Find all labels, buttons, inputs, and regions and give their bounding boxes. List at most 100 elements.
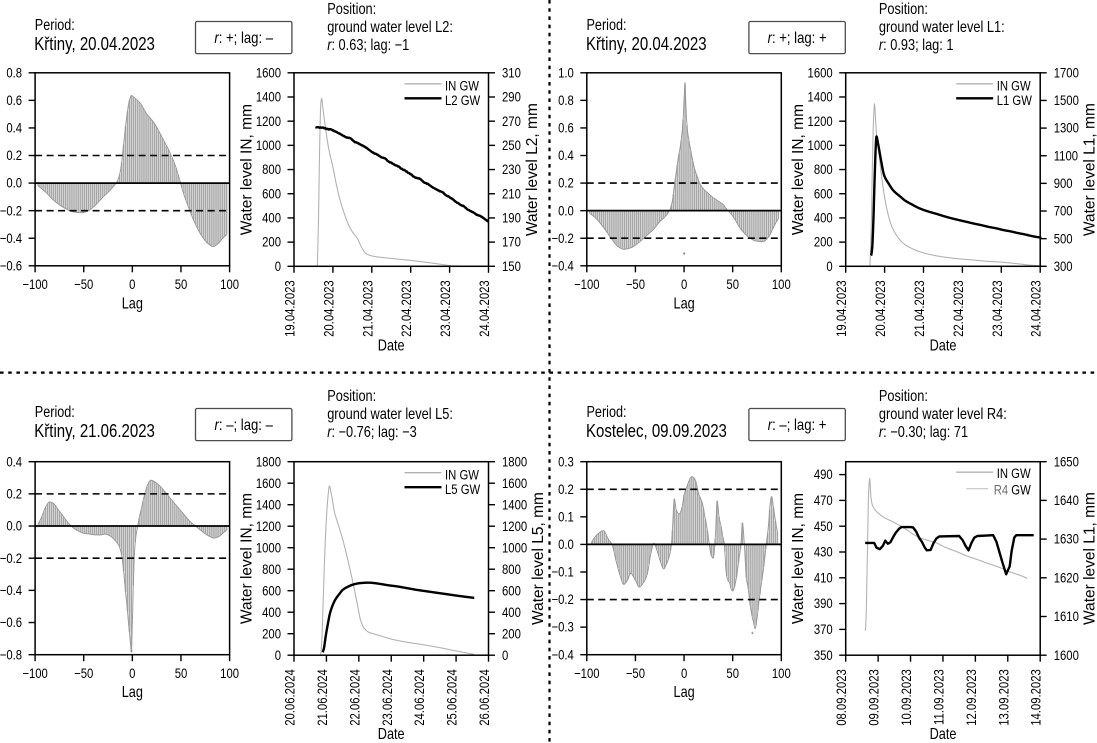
svg-text:1610: 1610 xyxy=(1054,609,1079,624)
svg-text:Period:: Period: xyxy=(587,16,627,33)
svg-text:22.04.2023: 22.04.2023 xyxy=(951,280,966,337)
svg-text:19.04.2023: 19.04.2023 xyxy=(282,280,297,337)
svg-text:390: 390 xyxy=(814,596,833,611)
svg-text:0.2: 0.2 xyxy=(6,486,22,501)
svg-text:190: 190 xyxy=(502,210,521,225)
svg-text:0: 0 xyxy=(129,277,135,292)
svg-text:r: −0.30; lag: 71: r: −0.30; lag: 71 xyxy=(879,424,968,441)
svg-text:Lag: Lag xyxy=(122,684,143,701)
svg-text:−0.8: −0.8 xyxy=(0,647,22,662)
svg-text:1600: 1600 xyxy=(502,476,527,491)
svg-text:−0.1: −0.1 xyxy=(551,565,573,580)
svg-text:290: 290 xyxy=(502,90,521,105)
svg-text:0.2: 0.2 xyxy=(6,148,22,163)
svg-text:1000: 1000 xyxy=(256,540,281,555)
svg-text:−100: −100 xyxy=(574,277,599,292)
svg-text:1000: 1000 xyxy=(256,138,281,153)
svg-text:170: 170 xyxy=(502,235,521,250)
svg-text:−0.2: −0.2 xyxy=(551,592,573,607)
svg-text:23.06.2024: 23.06.2024 xyxy=(380,669,395,726)
svg-text:0: 0 xyxy=(681,666,687,681)
svg-text:Water level IN, mm: Water level IN, mm xyxy=(239,493,256,624)
svg-text:210: 210 xyxy=(502,186,521,201)
svg-text:0.0: 0.0 xyxy=(6,519,22,534)
svg-text:50: 50 xyxy=(726,666,739,681)
svg-text:Date: Date xyxy=(930,337,957,354)
svg-text:0: 0 xyxy=(275,648,281,663)
svg-text:19.04.2023: 19.04.2023 xyxy=(834,280,849,337)
svg-text:1600: 1600 xyxy=(808,65,833,80)
svg-text:Křtiny, 20.04.2023: Křtiny, 20.04.2023 xyxy=(34,33,155,54)
svg-text:1400: 1400 xyxy=(808,90,833,105)
svg-text:400: 400 xyxy=(814,210,833,225)
svg-text:25.06.2024: 25.06.2024 xyxy=(445,669,460,726)
svg-text:1400: 1400 xyxy=(256,90,281,105)
svg-text:ground water level L1:: ground water level L1: xyxy=(879,19,1005,36)
svg-text:1600: 1600 xyxy=(256,65,281,80)
svg-text:Period:: Period: xyxy=(35,403,75,420)
svg-text:600: 600 xyxy=(814,186,833,201)
svg-text:21.04.2023: 21.04.2023 xyxy=(360,280,375,337)
svg-text:450: 450 xyxy=(814,519,833,534)
svg-text:1620: 1620 xyxy=(1054,570,1079,585)
svg-text:1630: 1630 xyxy=(1054,532,1079,547)
svg-text:800: 800 xyxy=(262,162,281,177)
svg-text:100: 100 xyxy=(772,277,791,292)
svg-text:26.06.2024: 26.06.2024 xyxy=(477,669,492,726)
svg-text:−100: −100 xyxy=(22,277,47,292)
svg-text:24.06.2024: 24.06.2024 xyxy=(412,669,427,726)
svg-text:200: 200 xyxy=(502,626,521,641)
svg-text:22.06.2024: 22.06.2024 xyxy=(347,669,362,726)
svg-text:100: 100 xyxy=(772,666,791,681)
svg-text:0.6: 0.6 xyxy=(558,120,574,135)
svg-text:11.09.2023: 11.09.2023 xyxy=(931,669,946,725)
svg-text:ground water level L2:: ground water level L2: xyxy=(327,19,453,36)
svg-text:100: 100 xyxy=(220,666,239,681)
svg-text:1200: 1200 xyxy=(808,114,833,129)
svg-text:400: 400 xyxy=(262,605,281,620)
svg-text:0.6: 0.6 xyxy=(6,93,22,108)
svg-text:0: 0 xyxy=(502,648,508,663)
svg-text:IN GW: IN GW xyxy=(997,466,1031,481)
svg-text:10.09.2023: 10.09.2023 xyxy=(899,669,914,726)
svg-text:−0.2: −0.2 xyxy=(551,231,573,246)
svg-text:0.0: 0.0 xyxy=(558,537,574,552)
svg-text:23.04.2023: 23.04.2023 xyxy=(438,280,453,337)
svg-text:350: 350 xyxy=(814,648,833,663)
svg-text:1500: 1500 xyxy=(1054,93,1079,108)
svg-text:800: 800 xyxy=(262,562,281,577)
svg-text:0: 0 xyxy=(275,259,281,274)
svg-text:50: 50 xyxy=(175,666,188,681)
svg-text:−0.3: −0.3 xyxy=(551,620,573,635)
svg-text:−0.4: −0.4 xyxy=(551,647,573,662)
svg-text:0.8: 0.8 xyxy=(558,93,574,108)
svg-text:Position:: Position: xyxy=(879,1,928,18)
svg-text:600: 600 xyxy=(262,583,281,598)
svg-text:r: –; lag: –: r: –; lag: – xyxy=(215,417,274,434)
svg-text:600: 600 xyxy=(262,186,281,201)
svg-text:−0.4: −0.4 xyxy=(551,258,573,273)
svg-text:09.09.2023: 09.09.2023 xyxy=(867,669,882,726)
svg-text:Water level L5, mm: Water level L5, mm xyxy=(530,492,547,625)
svg-text:L5 GW: L5 GW xyxy=(445,482,480,497)
svg-text:24.04.2023: 24.04.2023 xyxy=(477,280,492,337)
svg-text:−50: −50 xyxy=(74,666,93,681)
svg-text:0.4: 0.4 xyxy=(6,120,22,135)
svg-text:100: 100 xyxy=(220,277,239,292)
svg-text:−0.2: −0.2 xyxy=(0,203,22,218)
svg-text:Position:: Position: xyxy=(327,1,376,18)
svg-text:1100: 1100 xyxy=(1054,148,1078,163)
svg-text:−0.6: −0.6 xyxy=(0,615,22,630)
svg-text:1640: 1640 xyxy=(1054,493,1079,508)
svg-text:800: 800 xyxy=(502,562,521,577)
svg-text:Date: Date xyxy=(378,337,405,354)
svg-text:200: 200 xyxy=(814,235,833,250)
svg-text:0.1: 0.1 xyxy=(558,509,574,524)
svg-text:Water level IN, mm: Water level IN, mm xyxy=(790,104,807,235)
svg-text:Water level L2, mm: Water level L2, mm xyxy=(524,103,541,236)
svg-text:1.0: 1.0 xyxy=(558,65,574,80)
svg-text:310: 310 xyxy=(502,65,521,80)
svg-text:Water level IN, mm: Water level IN, mm xyxy=(790,493,807,624)
svg-text:R4 GW: R4 GW xyxy=(994,482,1031,497)
svg-text:0.2: 0.2 xyxy=(558,482,574,497)
